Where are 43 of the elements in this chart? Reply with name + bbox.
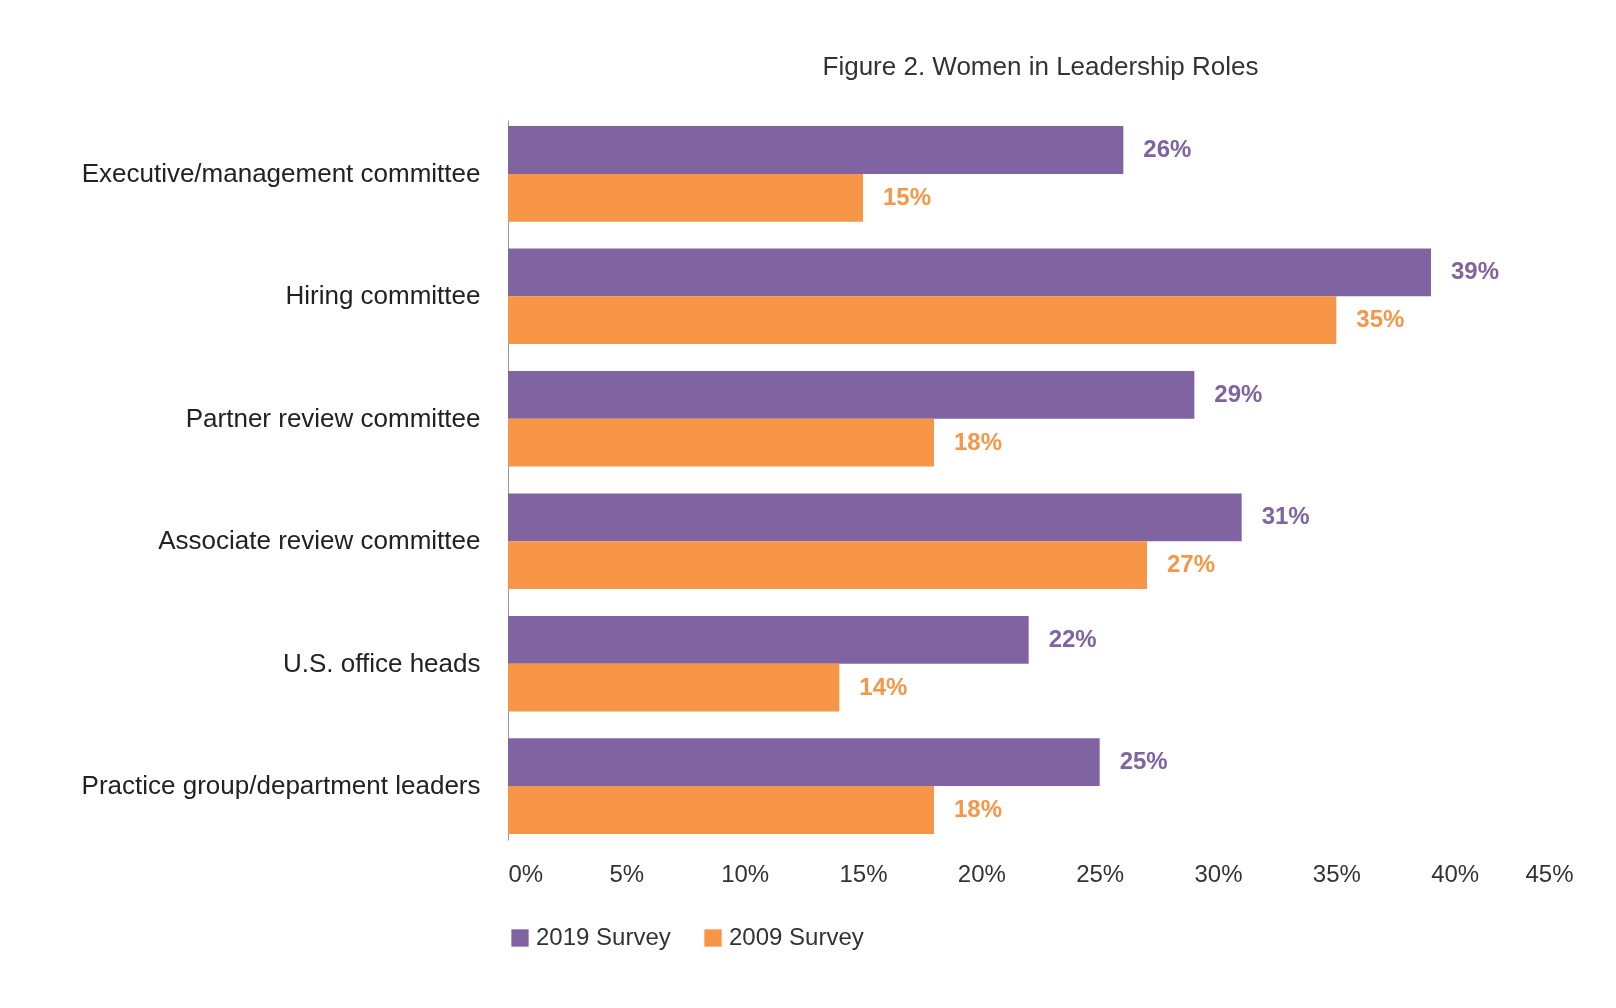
legend-label: 2009 Survey [729,923,864,950]
bar [508,541,1147,589]
data-label: 29% [1214,379,1263,407]
bar [508,663,840,712]
x-tick-label: 10% [721,859,770,887]
bar [508,418,934,467]
x-tick-label: 30% [1194,859,1243,887]
y-tick-label: U.S. office heads [282,647,481,678]
data-label: 25% [1119,747,1168,775]
x-tick-label: 20% [957,859,1006,887]
data-label: 18% [954,795,1003,822]
legend-label: 2019 Survey [536,923,671,950]
data-label: 35% [1356,305,1405,333]
y-tick-label: Executive/management committee [81,157,481,188]
y-tick-label: Partner review committee [185,402,481,433]
x-tick-label: 35% [1312,859,1361,887]
x-tick-label: 5% [609,859,645,887]
x-tick-label: 40% [1431,859,1480,887]
x-tick-label: 15% [839,859,888,887]
data-label: 14% [859,672,908,700]
x-tick-label: 0% [508,859,544,887]
bar [508,296,1337,345]
bar [508,615,1029,664]
bar [508,126,1124,174]
data-label: 18% [954,427,1003,455]
data-label: 31% [1261,502,1310,530]
data-label: 27% [1167,550,1216,578]
bar [508,173,863,222]
y-tick-label: Hiring committee [285,280,481,311]
bar [508,371,1195,419]
chart-title: Figure 2. Women in Leadership Roles [822,51,1259,81]
y-tick-label: Practice group/department leaders [81,770,481,801]
data-label: 26% [1143,135,1192,162]
x-tick-label: 45% [1525,859,1574,887]
data-label: 15% [883,182,932,210]
bar [508,493,1242,542]
x-tick-label: 25% [1076,859,1125,887]
data-label: 39% [1451,257,1500,285]
bar [508,738,1100,787]
data-label: 22% [1048,624,1097,652]
bar [508,786,934,834]
y-tick-label: Associate review committee [158,525,481,556]
bar [508,248,1431,297]
